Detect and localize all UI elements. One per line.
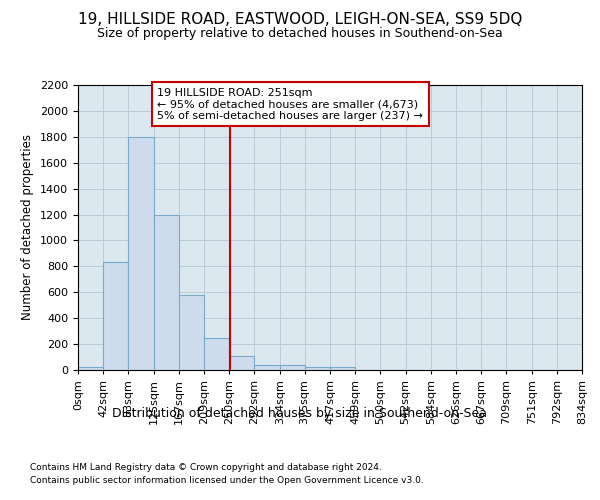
- Bar: [128, 137, 154, 370]
- Text: 19 HILLSIDE ROAD: 251sqm
← 95% of detached houses are smaller (4,673)
5% of semi: 19 HILLSIDE ROAD: 251sqm ← 95% of detach…: [157, 88, 423, 121]
- Text: Contains public sector information licensed under the Open Government Licence v3: Contains public sector information licen…: [30, 476, 424, 485]
- Bar: [103, 262, 128, 370]
- Text: 19, HILLSIDE ROAD, EASTWOOD, LEIGH-ON-SEA, SS9 5DQ: 19, HILLSIDE ROAD, EASTWOOD, LEIGH-ON-SE…: [78, 12, 522, 28]
- Bar: [254, 365, 280, 370]
- Text: Contains HM Land Registry data © Crown copyright and database right 2024.: Contains HM Land Registry data © Crown c…: [30, 462, 382, 471]
- Y-axis label: Number of detached properties: Number of detached properties: [22, 134, 34, 320]
- Text: Distribution of detached houses by size in Southend-on-Sea: Distribution of detached houses by size …: [113, 408, 487, 420]
- Bar: [179, 295, 205, 370]
- Bar: [305, 367, 330, 370]
- Bar: [205, 338, 229, 370]
- Bar: [229, 356, 254, 370]
- Bar: [330, 367, 355, 370]
- Bar: [280, 365, 305, 370]
- Bar: [154, 214, 179, 370]
- Text: Size of property relative to detached houses in Southend-on-Sea: Size of property relative to detached ho…: [97, 28, 503, 40]
- Bar: [78, 367, 103, 370]
